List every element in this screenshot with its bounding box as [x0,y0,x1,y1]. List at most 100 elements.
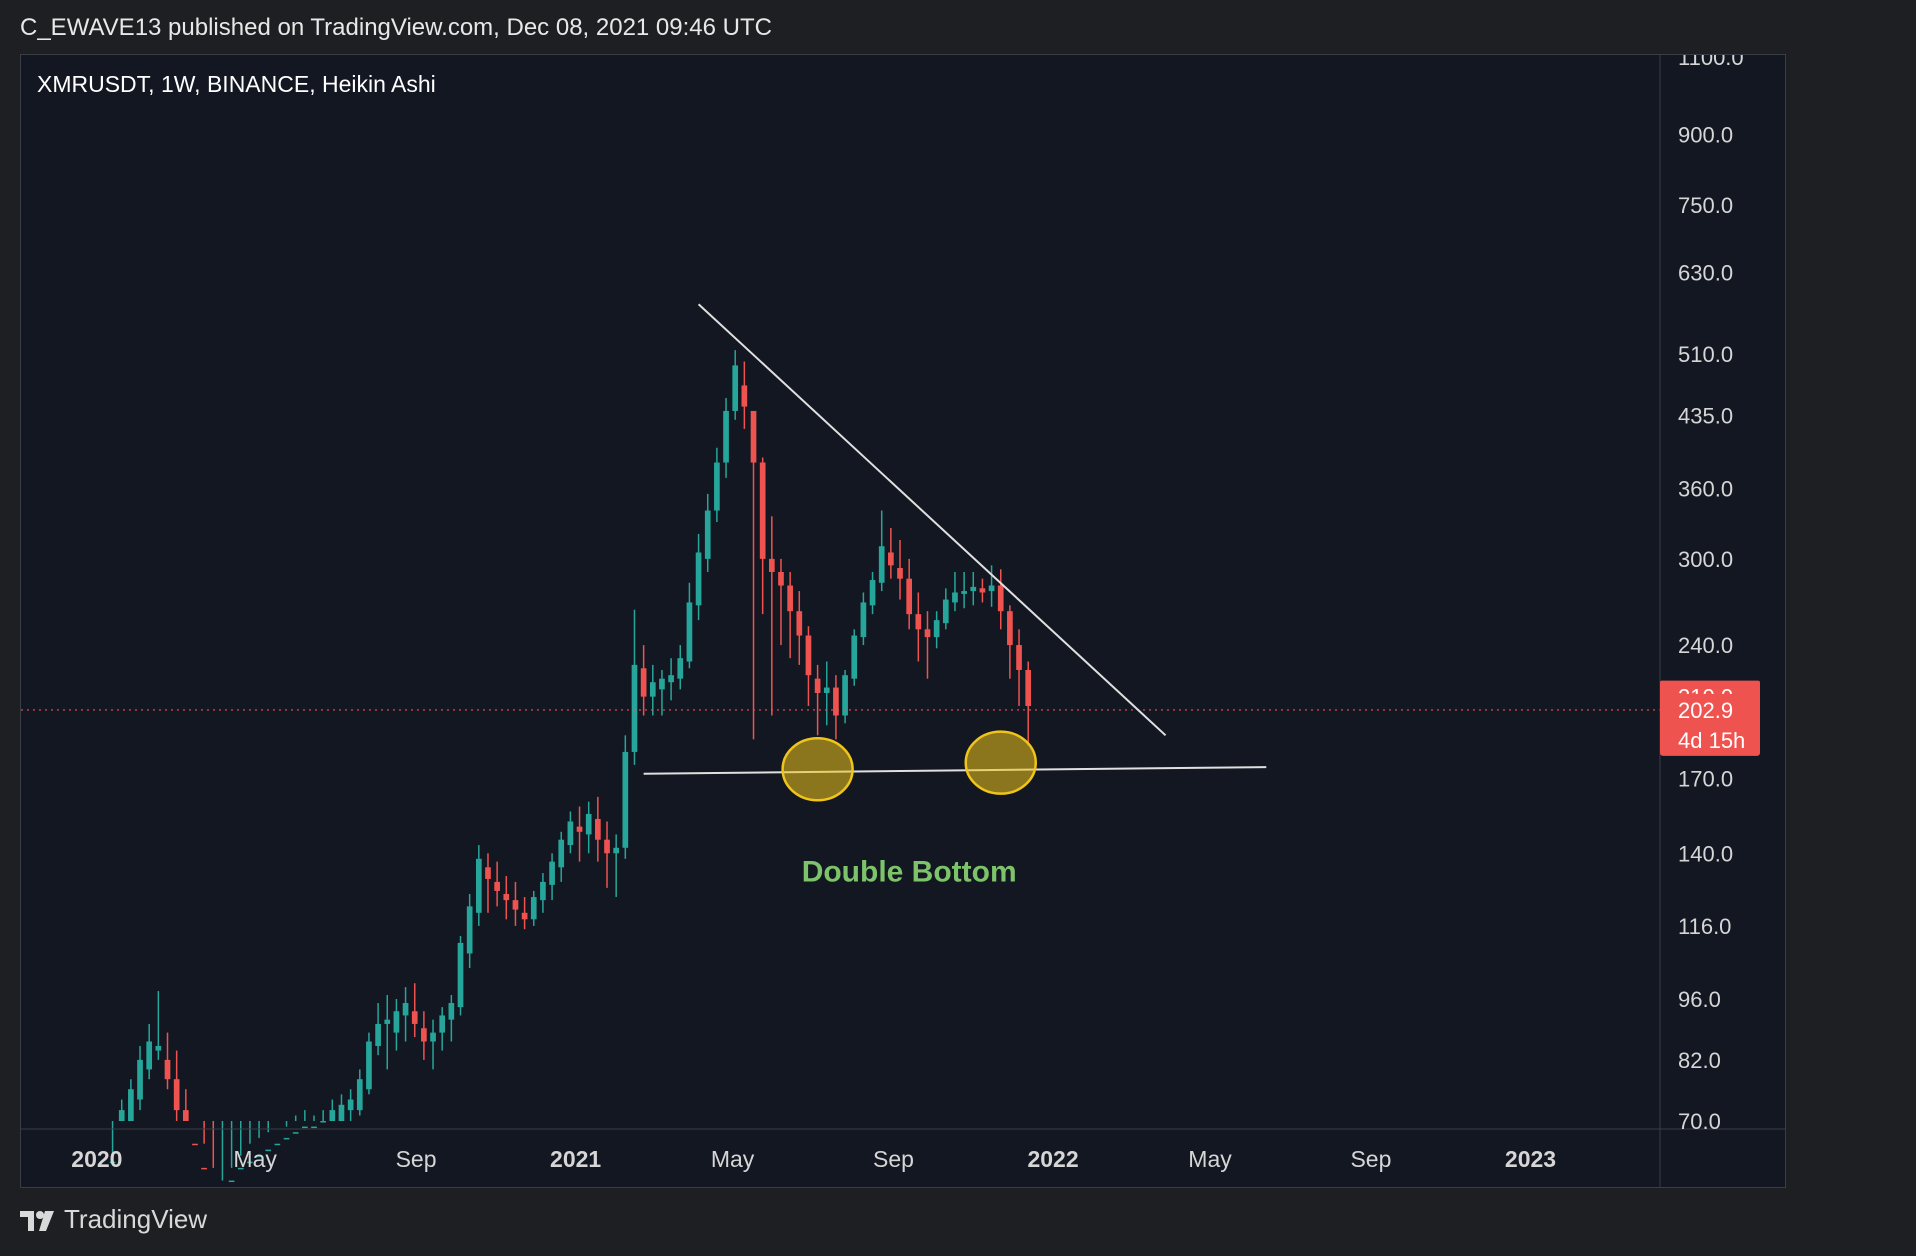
candle-body [292,1132,299,1134]
candle [1016,629,1022,706]
candle [842,669,848,724]
candle-body [247,1161,253,1164]
candle-body [265,1149,272,1152]
candle-body [860,602,867,638]
candle-body [915,614,922,630]
x-tick-label: 2023 [1505,1146,1556,1172]
candle-body [750,410,757,463]
candle [375,1003,381,1056]
candle [521,897,528,930]
candle [997,569,1004,630]
candle [576,806,583,862]
candle-body [283,1137,290,1140]
candle-body [823,687,830,693]
candle [212,1121,215,1168]
candle [146,1023,153,1080]
candle [869,571,876,615]
candle-body [402,1003,409,1016]
candle-body [164,1059,171,1080]
candle [833,675,839,740]
y-tick-label: 900.0 [1678,123,1733,148]
candle [897,540,903,600]
candle [1007,605,1013,679]
candle-body [979,588,986,593]
publish-header: C_EWAVE13 published on TradingView.com, … [20,14,772,41]
countdown-label: 4d 15h [1678,728,1745,753]
price-tag-last-label: 202.9 [1678,698,1733,723]
candle-body [173,1079,180,1111]
candle [173,1050,180,1121]
candle [796,591,803,665]
y-tick-label: 240.0 [1678,633,1733,658]
candle-body [988,585,995,592]
candle [411,983,418,1038]
candle-body [512,900,519,910]
candle [851,629,858,686]
candle [640,645,647,716]
candle-body [347,1099,354,1111]
candle [814,664,821,736]
candle-body [942,599,949,624]
candle [320,1110,327,1123]
candle [494,861,500,907]
candle [439,1007,446,1051]
candle [221,1121,224,1181]
candle-body [906,578,913,615]
x-tick-label: Sep [873,1146,914,1172]
candle-body [192,1143,198,1146]
candle [604,821,610,888]
candle [952,571,958,612]
candle-body [659,678,665,690]
candle-body [842,675,848,716]
chart-panel[interactable]: Double Bottom 1100.0 900.0 750.0 630.0 510.0… [20,54,1786,1188]
candle [906,558,913,630]
candle [714,447,720,523]
y-tick-label: 360.0 [1678,476,1733,501]
candle-body [759,462,766,559]
candle-body [302,1126,308,1129]
candle-body [421,1028,427,1042]
y-tick-label: 82.0 [1678,1048,1721,1073]
candle [787,571,793,659]
candle-body [338,1104,345,1121]
candle-body [393,1011,400,1033]
x-tick-label: Sep [396,1146,437,1172]
candle-body [814,678,821,693]
candle [595,796,601,862]
y-tick-label: 435.0 [1678,403,1733,428]
footer-brand[interactable]: TradingView [20,1204,207,1235]
candle-body [961,591,967,594]
candle-body [540,881,546,901]
x-tick-label: 2020 [71,1146,122,1172]
candle [649,664,656,716]
candle-body [503,893,510,901]
candle [805,626,812,706]
candle [430,1019,436,1070]
candle-body [933,620,940,638]
x-tick-label: 2021 [550,1146,601,1172]
price-chart[interactable]: Double Bottom 1100.0 900.0 750.0 630.0 510.0… [21,55,1785,1187]
candle-body [888,552,894,566]
candle [860,592,867,646]
candle [622,735,629,859]
candle-body [128,1089,134,1121]
candle [475,845,482,926]
candle [961,571,967,609]
candle [759,457,766,615]
candle-body [549,861,555,885]
candle-body [439,1015,446,1033]
double-bottom-label: Double Bottom [802,855,1017,888]
candle [192,1143,198,1146]
candle-body [457,942,464,1008]
candle-body [430,1032,436,1042]
candle-body [311,1126,317,1129]
candle [549,853,555,901]
candle-body [640,668,647,697]
x-tick-label: May [1188,1146,1232,1172]
candle [311,1115,317,1129]
y-tick-label: 140.0 [1678,841,1733,866]
candle-body [329,1110,336,1121]
candle-body [833,687,839,716]
candle [979,578,986,603]
candle-body [851,635,858,679]
